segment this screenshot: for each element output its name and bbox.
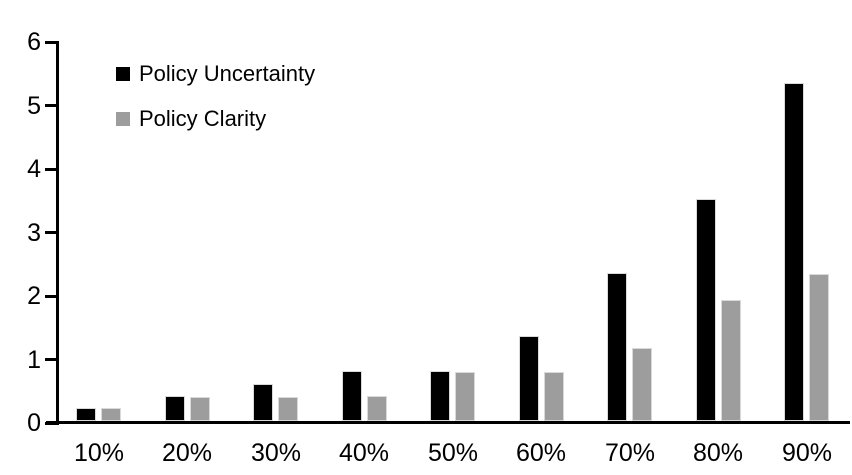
y-axis-tick-label: 3 (27, 219, 41, 247)
bar-policy-uncertainty-20% (165, 396, 185, 421)
x-axis-line (46, 421, 850, 424)
x-axis-tick-label: 80% (692, 439, 744, 467)
bar-policy-uncertainty-10% (76, 408, 96, 421)
bar-policy-clarity-50% (455, 372, 475, 421)
bar-policy-clarity-60% (544, 372, 564, 421)
x-axis-tick-label: 30% (250, 439, 302, 467)
bar-policy-uncertainty-60% (519, 336, 539, 421)
bar-policy-uncertainty-30% (253, 384, 273, 421)
y-axis-tick-label: 4 (27, 155, 41, 183)
y-axis-tick (45, 358, 59, 361)
bar-policy-clarity-40% (367, 396, 387, 421)
y-axis-tick (45, 104, 59, 107)
bar-policy-uncertainty-40% (342, 371, 362, 421)
x-axis-tick-label: 20% (161, 439, 213, 467)
x-axis-tick-label: 10% (73, 439, 125, 467)
bar-policy-clarity-90% (809, 274, 829, 421)
y-axis-tick-label: 2 (27, 282, 41, 310)
legend-item-policy-uncertainty: Policy Uncertainty (116, 60, 315, 88)
y-axis-tick (45, 41, 59, 44)
y-axis-tick-label: 6 (27, 28, 41, 56)
bar-policy-uncertainty-90% (784, 83, 804, 421)
legend: Policy Uncertainty Policy Clarity (116, 60, 315, 133)
bar-policy-clarity-30% (278, 397, 298, 421)
bar-policy-clarity-20% (190, 397, 210, 421)
y-axis-tick (45, 231, 59, 234)
x-axis-tick-label: 70% (604, 439, 656, 467)
bar-policy-clarity-70% (632, 348, 652, 421)
legend-swatch-policy-clarity (116, 112, 130, 126)
x-axis-tick-label: 90% (781, 439, 833, 467)
bar-policy-uncertainty-80% (696, 199, 716, 421)
bar-policy-clarity-80% (721, 300, 741, 421)
y-axis-tick-label: 0 (27, 409, 41, 437)
bar-policy-clarity-10% (101, 408, 121, 421)
x-axis-tick-label: 60% (515, 439, 567, 467)
x-axis-tick-label: 50% (427, 439, 479, 467)
legend-label-policy-uncertainty: Policy Uncertainty (139, 61, 316, 86)
y-axis-tick-label: 1 (27, 346, 41, 374)
legend-item-policy-clarity: Policy Clarity (116, 105, 315, 133)
y-axis-tick (45, 295, 59, 298)
legend-swatch-policy-uncertainty (116, 67, 130, 81)
y-axis-tick (45, 168, 59, 171)
bar-policy-uncertainty-50% (430, 371, 450, 421)
y-axis-tick-label: 5 (27, 92, 41, 120)
x-axis-tick-label: 40% (338, 439, 390, 467)
legend-label-policy-clarity: Policy Clarity (139, 106, 267, 131)
bar-policy-uncertainty-70% (607, 273, 627, 421)
